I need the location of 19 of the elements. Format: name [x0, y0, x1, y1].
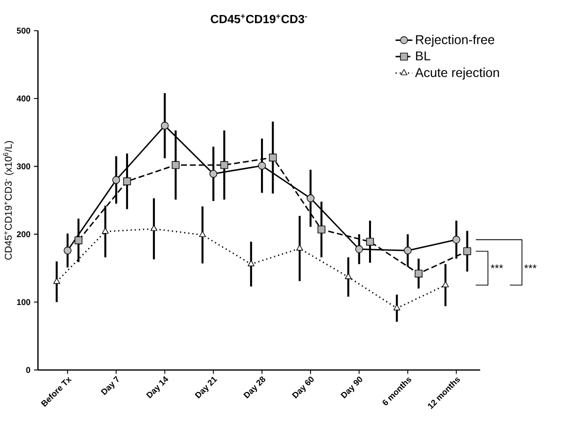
- x-tick-label: Day 60: [292, 376, 314, 398]
- legend-label: Rejection-free: [416, 34, 494, 47]
- y-tick-label: 300: [16, 163, 30, 170]
- chart-title: CD45$^{+}$CD19$^{+}$CD3$^{-}$: [210, 14, 307, 24]
- y-tick-label: 400: [16, 95, 30, 102]
- text: ***: [524, 264, 537, 268]
- x-tick-label: Day 7: [100, 376, 119, 395]
- x-tick-label: Day 21: [194, 376, 218, 398]
- x-tick-label: Day 28: [243, 376, 266, 398]
- y-tick-label: 100: [17, 299, 30, 305]
- y-tick-label: 0: [26, 366, 30, 373]
- y-tick-label: 500: [16, 28, 30, 34]
- x-tick-label: Day 14: [146, 376, 168, 398]
- text: ***: [490, 264, 504, 268]
- legend-label: Acute rejection: [415, 68, 499, 80]
- y-tick-label: 200: [16, 231, 30, 238]
- text: CD45$^{+}$CD19$^{+}$CD3$^{-}$ (x10$^{6}$/L): [3, 140, 14, 260]
- x-tick-label: Day 90: [340, 376, 362, 398]
- legend-label: BL: [416, 51, 430, 60]
